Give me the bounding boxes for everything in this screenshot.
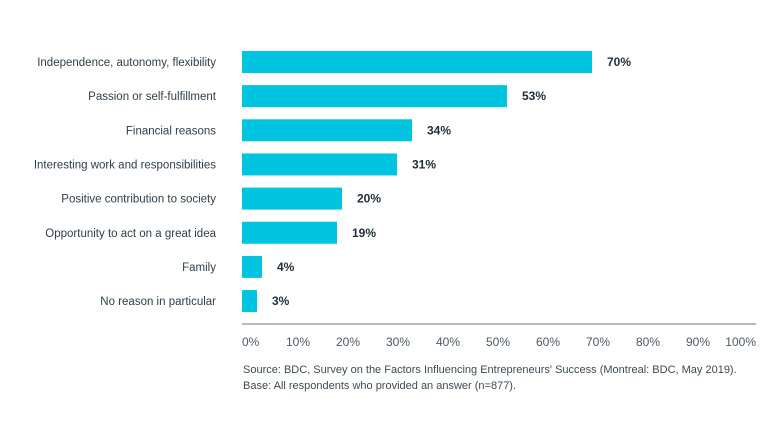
category-label: No reason in particular xyxy=(100,296,216,308)
value-label: 70% xyxy=(607,55,631,69)
bar xyxy=(242,187,342,210)
base-note: Base: All respondents who provided an an… xyxy=(243,380,517,392)
value-label: 53% xyxy=(522,89,546,103)
x-tick-label: 100% xyxy=(725,335,756,349)
value-label: 31% xyxy=(412,157,436,171)
category-labels: Independence, autonomy, flexibility Passi… xyxy=(34,57,217,308)
x-tick-label: 40% xyxy=(436,335,460,349)
category-label: Passion or self-fulfillment xyxy=(88,91,217,103)
bar xyxy=(242,119,412,142)
bar xyxy=(242,221,337,244)
bar xyxy=(242,290,257,313)
x-tick-label: 10% xyxy=(286,335,310,349)
value-label: 34% xyxy=(427,123,451,137)
category-label: Interesting work and responsibilities xyxy=(34,159,216,171)
x-tick-label: 90% xyxy=(686,335,710,349)
bars xyxy=(242,51,592,313)
value-label: 19% xyxy=(352,226,376,240)
x-tick-label: 60% xyxy=(536,335,560,349)
x-tick-label: 50% xyxy=(486,335,510,349)
bar xyxy=(242,255,262,278)
chart-notes: Source: BDC, Survey on the Factors Influ… xyxy=(243,362,737,394)
x-tick-label: 70% xyxy=(586,335,610,349)
bar xyxy=(242,51,592,73)
source-note: Source: BDC, Survey on the Factors Influ… xyxy=(243,364,737,376)
value-label: 3% xyxy=(272,294,290,308)
value-label: 20% xyxy=(357,192,381,206)
bar xyxy=(242,85,507,108)
x-tick-label: 30% xyxy=(386,335,410,349)
category-label: Financial reasons xyxy=(126,125,216,137)
x-tick-label: 20% xyxy=(336,335,360,349)
value-label: 4% xyxy=(277,260,295,274)
bar xyxy=(242,153,397,176)
category-label: Positive contribution to society xyxy=(61,194,216,206)
x-axis-tick-labels: 0% 10% 20% 30% 40% 50% 60% 70% 80% 90% 100% xyxy=(242,335,756,349)
category-label: Independence, autonomy, flexibility xyxy=(37,57,216,69)
value-labels: 70% 53% 34% 31% 20% 19% 4% 3% xyxy=(272,55,631,308)
category-label: Opportunity to act on a great idea xyxy=(45,228,216,240)
x-tick-label: 80% xyxy=(636,335,660,349)
category-label: Family xyxy=(182,262,216,274)
x-tick-label: 0% xyxy=(242,335,260,349)
